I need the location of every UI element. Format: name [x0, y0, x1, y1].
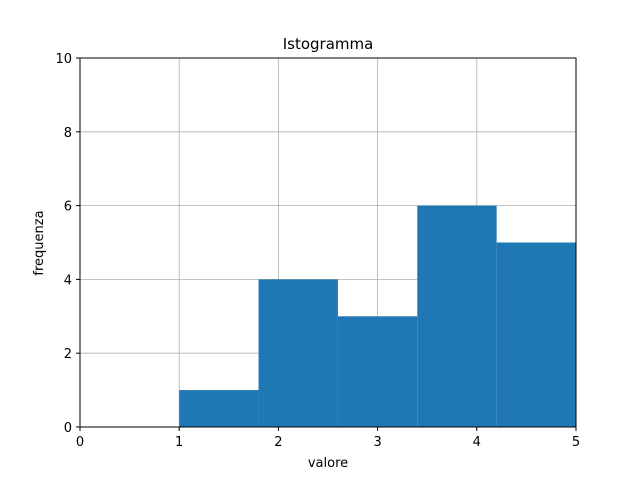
y-tick-label: 10: [55, 52, 72, 67]
x-tick-label: 1: [175, 435, 183, 450]
histogram-bar: [179, 390, 259, 427]
histogram-bar: [337, 316, 418, 427]
histogram-bars: [179, 205, 576, 427]
y-axis-label: frequenza: [32, 210, 47, 275]
plot-frame: [79, 57, 577, 428]
y-tick-label: 6: [64, 200, 72, 215]
y-tick-label: 8: [64, 126, 72, 141]
x-tick-label: 5: [572, 435, 580, 450]
y-tick-label: 0: [64, 421, 72, 436]
histogram-bar: [496, 242, 576, 427]
chart-title: Istogramma: [283, 35, 374, 53]
histogram-bar: [417, 205, 497, 427]
x-axis-label: valore: [308, 456, 348, 471]
x-tick-label: 4: [473, 435, 481, 450]
axis-ticks: 0 1 2 3 4 5 0 2 4 6 8 10: [55, 52, 580, 450]
histogram-bar: [258, 279, 338, 427]
x-tick-label: 3: [373, 435, 381, 450]
x-tick-label: 2: [274, 435, 282, 450]
y-tick-label: 4: [64, 273, 72, 288]
x-tick-label: 0: [76, 435, 84, 450]
y-tick-label: 2: [64, 347, 72, 362]
